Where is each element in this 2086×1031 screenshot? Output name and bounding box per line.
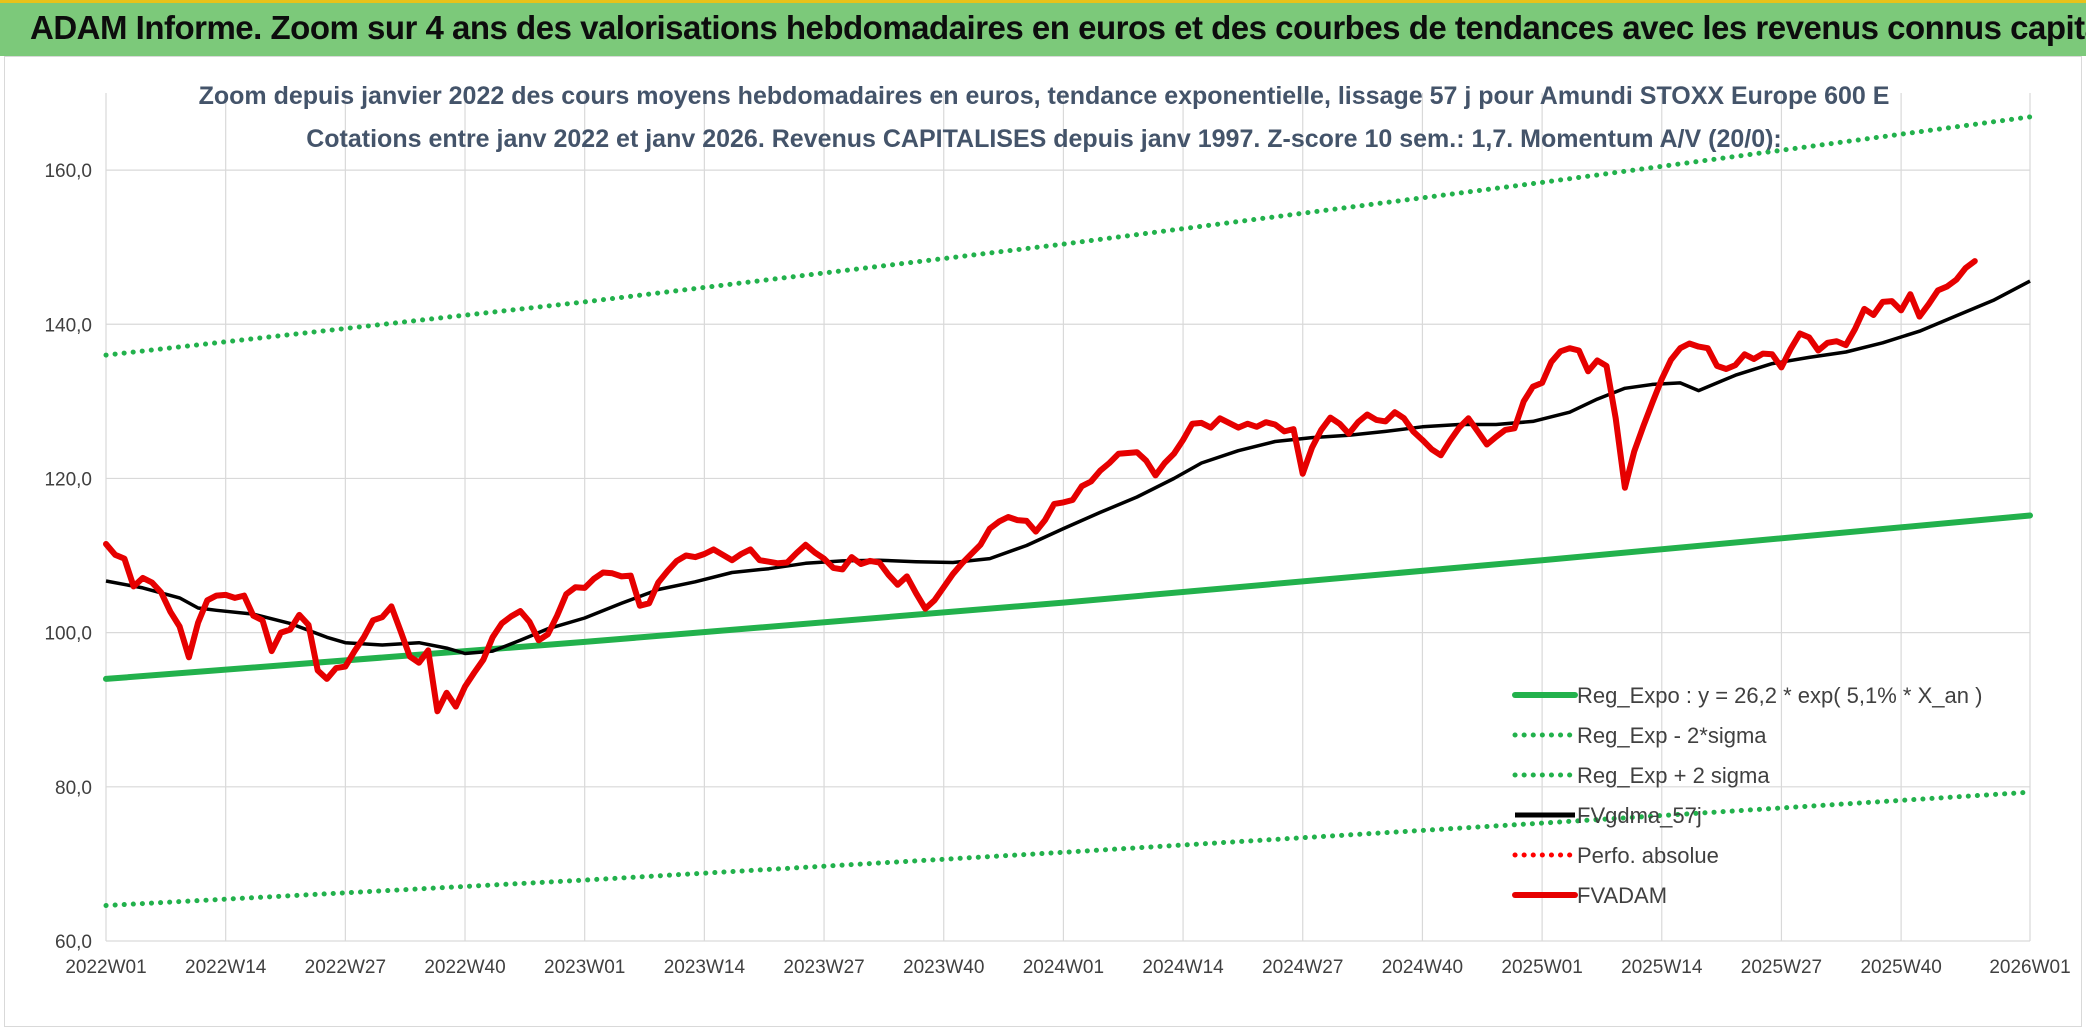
series-layer bbox=[103, 114, 2033, 908]
reg-exp-minus-2sigma-line bbox=[103, 789, 2033, 908]
legend-label: Perfo. absolue bbox=[1577, 843, 1719, 868]
x-tick-label: 2024W01 bbox=[1023, 957, 1104, 978]
legend-label: Reg_Exp + 2 sigma bbox=[1577, 763, 1770, 788]
x-tick-label: 2024W14 bbox=[1142, 957, 1224, 978]
chart: Zoom depuis janvier 2022 des cours moyen… bbox=[44, 82, 2070, 978]
reg-exp-plus-2sigma-line bbox=[103, 114, 2033, 358]
y-tick-label: 120,0 bbox=[44, 469, 92, 490]
legend-reg-expo: Reg_Expo : y = 26,2 * exp( 5,1% * X_an ) bbox=[1512, 683, 1982, 708]
x-tick-label: 2022W14 bbox=[185, 957, 267, 978]
legend-label: FVgdma_57j bbox=[1577, 803, 1702, 828]
x-tick-label: 2025W40 bbox=[1860, 957, 1941, 978]
x-tick-label: 2025W27 bbox=[1741, 957, 1822, 978]
legend-label: FVADAM bbox=[1577, 883, 1667, 908]
x-axis: 2022W01 2022W14 2022W27 2022W40 2023W01 2023W… bbox=[65, 957, 2070, 978]
report-title: ADAM Informe. Zoom sur 4 ans des valoris… bbox=[30, 9, 2086, 46]
x-tick-label: 2024W27 bbox=[1262, 957, 1343, 978]
y-tick-label: 140,0 bbox=[44, 315, 92, 336]
y-tick-label: 100,0 bbox=[44, 624, 92, 645]
x-tick-label: 2023W27 bbox=[783, 957, 864, 978]
x-tick-label: 2022W01 bbox=[65, 957, 146, 978]
x-tick-label: 2022W27 bbox=[305, 957, 386, 978]
report-header: ADAM Informe. Zoom sur 4 ans des valoris… bbox=[0, 0, 2086, 56]
legend-label: Reg_Exp - 2*sigma bbox=[1577, 723, 1767, 748]
gridlines bbox=[105, 93, 2031, 942]
x-tick-label: 2023W40 bbox=[903, 957, 984, 978]
x-tick-label: 2022W40 bbox=[424, 957, 505, 978]
x-tick-label: 2026W01 bbox=[1989, 957, 2070, 978]
fvadam-line bbox=[103, 258, 1978, 715]
legend-fvadam: FVADAM bbox=[1512, 883, 1667, 908]
legend-fvgdma: FVgdma_57j bbox=[1515, 803, 1702, 828]
y-tick-label: 60,0 bbox=[55, 932, 92, 953]
x-tick-label: 2023W01 bbox=[544, 957, 625, 978]
legend-label: Reg_Expo : y = 26,2 * exp( 5,1% * X_an ) bbox=[1577, 683, 1982, 708]
legend: Reg_Expo : y = 26,2 * exp( 5,1% * X_an )… bbox=[1512, 683, 1982, 908]
y-tick-label: 80,0 bbox=[55, 778, 92, 799]
chart-subtitle-line-1: Zoom depuis janvier 2022 des cours moyen… bbox=[199, 82, 1890, 110]
x-tick-label: 2024W40 bbox=[1382, 957, 1463, 978]
legend-perfo-absolue: Perfo. absolue bbox=[1512, 843, 1719, 868]
reg-expo-line bbox=[103, 512, 2033, 682]
x-tick-label: 2023W14 bbox=[664, 957, 746, 978]
x-tick-label: 2025W01 bbox=[1501, 957, 1582, 978]
x-tick-label: 2025W14 bbox=[1621, 957, 1703, 978]
legend-reg-exp-minus: Reg_Exp - 2*sigma bbox=[1512, 723, 1767, 748]
y-axis: 60,0 80,0 100,0 120,0 140,0 160,0 bbox=[44, 161, 92, 953]
chart-subtitle-line-2: Cotations entre janv 2022 et janv 2026. … bbox=[306, 125, 1782, 153]
y-tick-label: 160,0 bbox=[44, 161, 92, 182]
chart-subtitle: Zoom depuis janvier 2022 des cours moyen… bbox=[199, 82, 1890, 153]
legend-reg-exp-plus: Reg_Exp + 2 sigma bbox=[1512, 763, 1770, 788]
chart-panel: Zoom depuis janvier 2022 des cours moyen… bbox=[4, 56, 2082, 1027]
fvgdma-57j-line bbox=[105, 279, 2031, 656]
